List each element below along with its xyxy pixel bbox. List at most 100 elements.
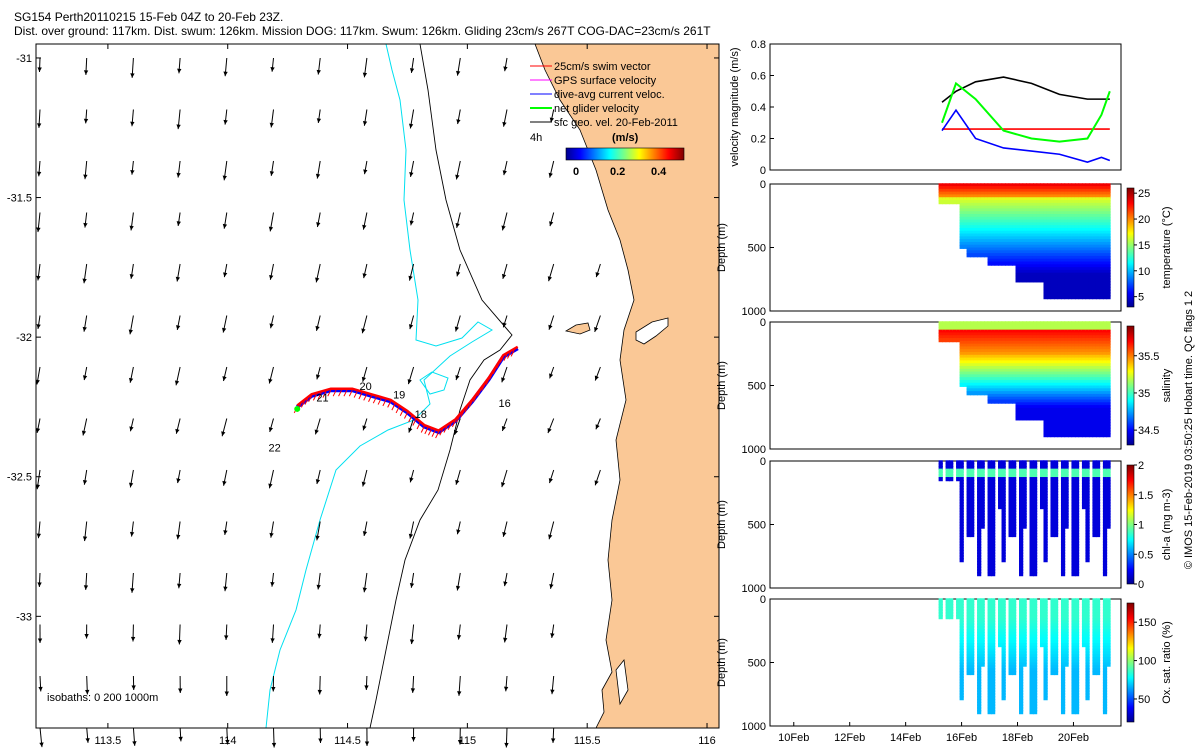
section-sample: [1092, 346, 1097, 351]
section-sample: [1005, 346, 1010, 351]
section-sample: [1067, 346, 1073, 351]
geo-velocity-arrow: [131, 675, 136, 690]
section-sample: [1088, 225, 1094, 230]
section-sample: [1022, 482, 1027, 487]
section-sample: [1036, 202, 1041, 208]
section-sample: [987, 538, 992, 543]
section-sample: [1071, 267, 1076, 272]
section-sample: [1022, 211, 1027, 216]
section-sample: [1043, 194, 1048, 199]
section-sample: [1071, 255, 1076, 261]
section-sample: [1071, 283, 1076, 289]
section-sample: [998, 332, 1003, 337]
section-sample: [987, 255, 992, 261]
section-sample: [1102, 261, 1108, 266]
section-sample: [1036, 335, 1041, 340]
section-sample: [1095, 286, 1101, 291]
section-sample: [1078, 278, 1083, 283]
section-sample: [1026, 191, 1031, 196]
section-sample: [938, 326, 943, 332]
section-sample: [1085, 329, 1090, 334]
section-sample: [1053, 385, 1059, 390]
section-sample: [1015, 413, 1020, 418]
section-sample: [1053, 516, 1059, 521]
depth-axis-label: Depth (m): [716, 361, 728, 410]
section-sample: [1032, 227, 1038, 233]
section-sample: [1074, 382, 1080, 387]
section-sample: [1043, 247, 1048, 252]
section-sample: [1099, 416, 1104, 421]
section-sample: [987, 507, 992, 512]
section-sample: [1088, 295, 1094, 300]
section-sample: [1102, 391, 1108, 396]
section-sample: [1001, 521, 1006, 526]
depth-tick-label: 0: [760, 317, 766, 329]
section-sample: [1039, 250, 1045, 255]
section-sample: [1012, 244, 1017, 249]
section-sample: [1106, 513, 1111, 518]
section-sample: [1064, 374, 1069, 379]
section-sample: [1043, 651, 1048, 656]
section-sample: [973, 365, 978, 371]
section-sample: [1071, 258, 1076, 263]
section-sample: [1074, 264, 1080, 269]
section-sample: [1071, 385, 1076, 390]
section-sample: [1039, 413, 1045, 418]
section-sample: [1106, 504, 1111, 510]
section-sample: [1071, 343, 1076, 348]
section-sample: [1012, 399, 1017, 404]
section-sample: [977, 326, 982, 332]
geo-velocity-arrow: [547, 263, 555, 282]
section-sample: [1081, 247, 1087, 252]
section-sample: [1050, 654, 1055, 659]
section-sample: [980, 236, 985, 241]
section-sample: [980, 233, 985, 238]
section-sample: [949, 324, 954, 329]
section-sample: [984, 227, 989, 233]
section-sample: [1095, 518, 1101, 524]
section-sample: [966, 510, 971, 515]
section-sample: [1046, 219, 1052, 224]
section-sample: [1026, 326, 1031, 332]
section-sample: [991, 382, 996, 387]
section-sample: [991, 396, 996, 401]
section-sample: [1015, 219, 1020, 224]
section-sample: [1085, 211, 1090, 216]
section-sample: [1081, 485, 1087, 490]
section-sample: [1085, 465, 1090, 471]
section-sample: [977, 552, 982, 557]
section-sample: [1074, 267, 1080, 272]
section-sample: [977, 668, 982, 673]
section-sample: [959, 530, 964, 535]
section-sample: [980, 468, 985, 473]
section-sample: [949, 609, 954, 614]
section-sample: [1022, 601, 1027, 606]
section-sample: [1008, 205, 1013, 210]
section-sample: [1053, 219, 1059, 224]
section-sample: [1039, 631, 1045, 636]
section-sample: [1043, 546, 1048, 552]
section-sample: [1092, 407, 1097, 413]
geo-velocity-arrow: [409, 160, 415, 177]
section-sample: [991, 704, 996, 709]
geo-velocity-arrow: [37, 624, 43, 644]
section-sample: [1106, 485, 1111, 490]
section-sample: [1106, 208, 1111, 213]
section-sample: [1019, 402, 1024, 407]
section-sample: [966, 233, 971, 238]
section-sample: [998, 368, 1003, 373]
section-sample: [1078, 354, 1083, 359]
section-sample: [1043, 258, 1048, 263]
section-sample: [1078, 225, 1083, 230]
section-sample: [1039, 354, 1045, 359]
section-sample: [991, 601, 996, 606]
section-sample: [1060, 191, 1066, 196]
section-sample: [1071, 253, 1076, 258]
section-sample: [1088, 269, 1094, 275]
section-sample: [1050, 648, 1055, 653]
section-sample: [1001, 496, 1006, 501]
section-sample: [1029, 275, 1034, 280]
section-sample: [959, 535, 964, 540]
section-sample: [998, 382, 1003, 387]
section-sample: [1095, 258, 1101, 263]
